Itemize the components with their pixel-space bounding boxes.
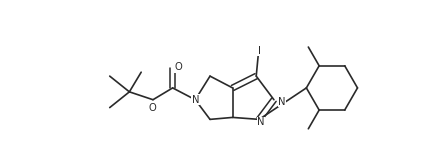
Text: N: N	[278, 97, 285, 107]
Text: O: O	[148, 103, 156, 113]
Text: I: I	[258, 45, 261, 56]
Text: O: O	[175, 62, 182, 72]
Text: N: N	[192, 95, 199, 105]
Text: N: N	[257, 117, 265, 127]
